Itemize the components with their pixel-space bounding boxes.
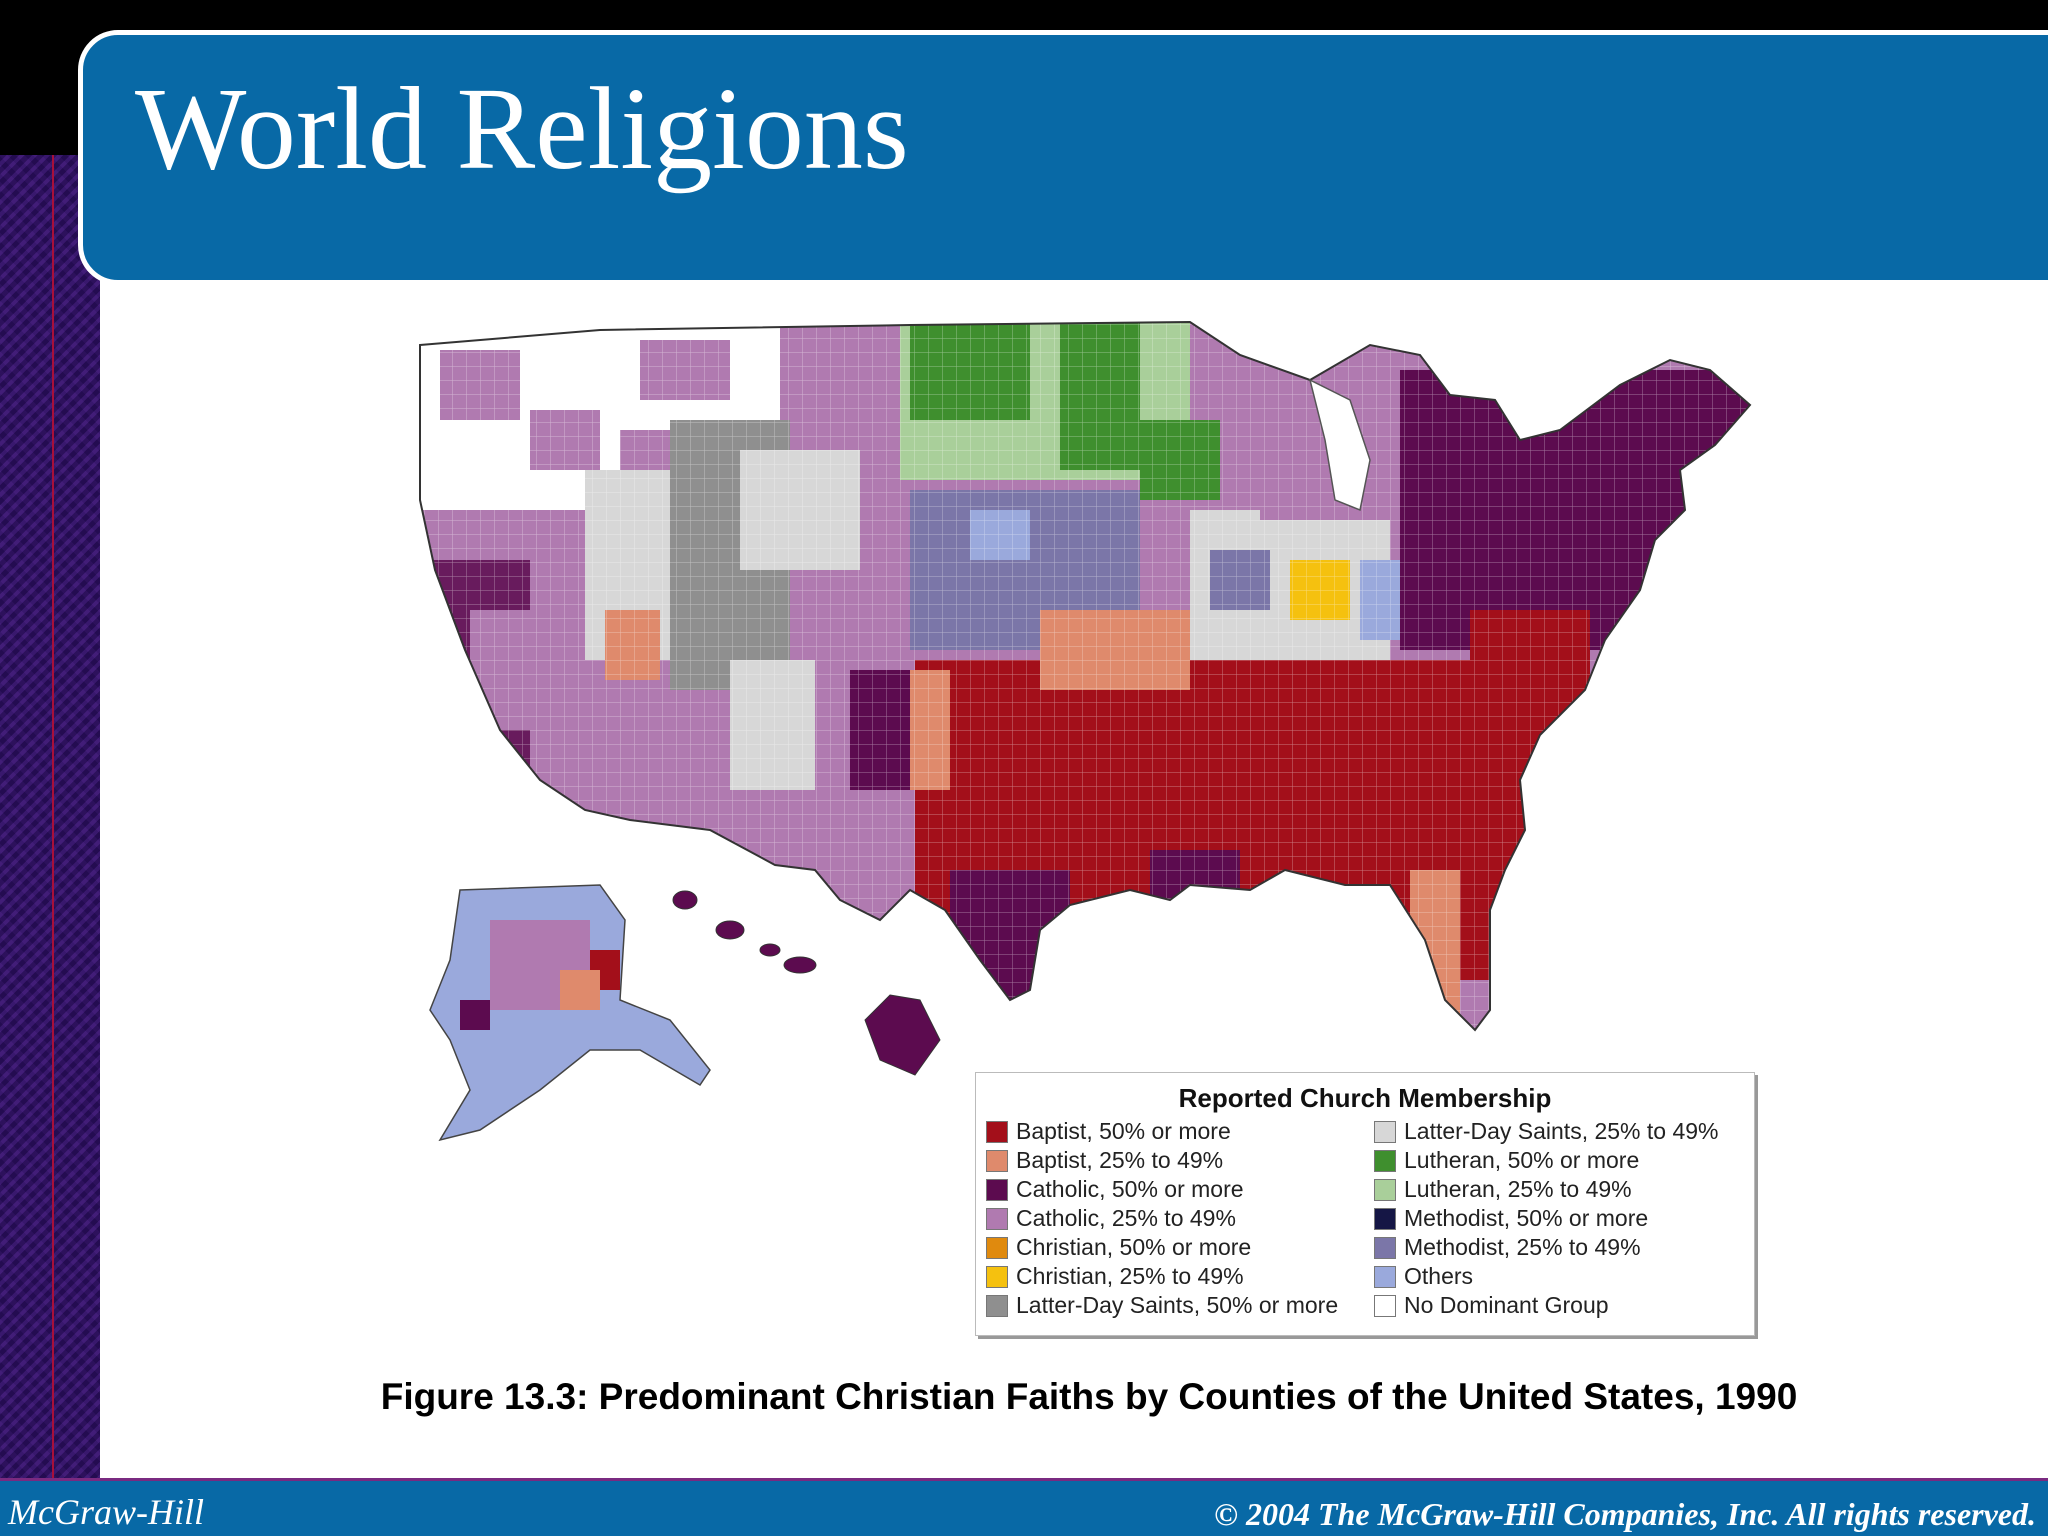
legend-label: Lutheran, 25% to 49% bbox=[1404, 1176, 1632, 1202]
legend-label: No Dominant Group bbox=[1404, 1292, 1609, 1318]
legend-swatch bbox=[1374, 1207, 1396, 1230]
legend-label: Baptist, 25% to 49% bbox=[1016, 1147, 1224, 1173]
title-bar bbox=[78, 30, 2048, 285]
legend-item: Lutheran, 50% or more bbox=[1374, 1146, 1719, 1175]
legend-swatch bbox=[986, 1178, 1008, 1201]
legend-label: Lutheran, 50% or more bbox=[1404, 1147, 1640, 1173]
hawaii-region bbox=[672, 890, 941, 1076]
legend-title: Reported Church Membership bbox=[1178, 1083, 1552, 1113]
legend-column-left: Baptist, 50% or more Baptist, 25% to 49%… bbox=[986, 1117, 1338, 1320]
legend-item: Methodist, 25% to 49% bbox=[1374, 1233, 1719, 1262]
legend-swatch bbox=[1374, 1294, 1396, 1317]
legend-label: Latter-Day Saints, 50% or more bbox=[1016, 1292, 1339, 1318]
legend-item: Others bbox=[1374, 1262, 1719, 1291]
legend-label: Methodist, 50% or more bbox=[1404, 1205, 1649, 1231]
copyright-notice: © 2004 The McGraw-Hill Companies, Inc. A… bbox=[1214, 1496, 2036, 1532]
legend-item: Latter-Day Saints, 25% to 49% bbox=[1374, 1117, 1719, 1146]
us-county-religion-map bbox=[419, 320, 1752, 1142]
legend-swatch bbox=[986, 1294, 1008, 1317]
alaska-region bbox=[429, 884, 711, 1142]
legend-item: Lutheran, 25% to 49% bbox=[1374, 1175, 1719, 1204]
legend-swatch bbox=[986, 1236, 1008, 1259]
accent-line bbox=[52, 155, 54, 1480]
publisher-name: McGraw-Hill bbox=[8, 1492, 204, 1532]
footer-bar bbox=[0, 1478, 2048, 1536]
legend-item: Christian, 25% to 49% bbox=[986, 1262, 1338, 1291]
legend-swatch bbox=[1374, 1120, 1396, 1143]
legend-label: Christian, 50% or more bbox=[1016, 1234, 1252, 1260]
figure-caption: Figure 13.3: Predominant Christian Faith… bbox=[380, 1376, 1798, 1417]
legend-label: Christian, 25% to 49% bbox=[1016, 1263, 1244, 1289]
legend-item: Catholic, 25% to 49% bbox=[986, 1204, 1338, 1233]
legend-item: Latter-Day Saints, 50% or more bbox=[986, 1291, 1338, 1320]
legend-item: Baptist, 25% to 49% bbox=[986, 1146, 1338, 1175]
legend-swatch bbox=[1374, 1265, 1396, 1288]
legend-item: No Dominant Group bbox=[1374, 1291, 1719, 1320]
legend-swatch bbox=[1374, 1236, 1396, 1259]
legend-label: Catholic, 25% to 49% bbox=[1016, 1205, 1236, 1231]
legend-label: Catholic, 50% or more bbox=[1016, 1176, 1244, 1202]
legend-label: Others bbox=[1404, 1263, 1474, 1289]
legend-item: Baptist, 50% or more bbox=[986, 1117, 1338, 1146]
legend-swatch bbox=[986, 1265, 1008, 1288]
map-legend: Reported Church Membership Baptist, 50% … bbox=[975, 1072, 1755, 1336]
decorative-side-strip bbox=[0, 155, 100, 1480]
legend-item: Christian, 50% or more bbox=[986, 1233, 1338, 1262]
slide-title: World Religions bbox=[135, 63, 909, 194]
legend-item: Methodist, 50% or more bbox=[1374, 1204, 1719, 1233]
legend-swatch bbox=[1374, 1178, 1396, 1201]
legend-swatch bbox=[986, 1149, 1008, 1172]
legend-swatch bbox=[986, 1207, 1008, 1230]
legend-column-right: Latter-Day Saints, 25% to 49% Lutheran, … bbox=[1374, 1117, 1719, 1320]
legend-label: Latter-Day Saints, 25% to 49% bbox=[1404, 1118, 1719, 1144]
legend-swatch bbox=[986, 1120, 1008, 1143]
legend-label: Baptist, 50% or more bbox=[1016, 1118, 1231, 1144]
legend-swatch bbox=[1374, 1149, 1396, 1172]
legend-label: Methodist, 25% to 49% bbox=[1404, 1234, 1641, 1260]
legend-item: Catholic, 50% or more bbox=[986, 1175, 1338, 1204]
